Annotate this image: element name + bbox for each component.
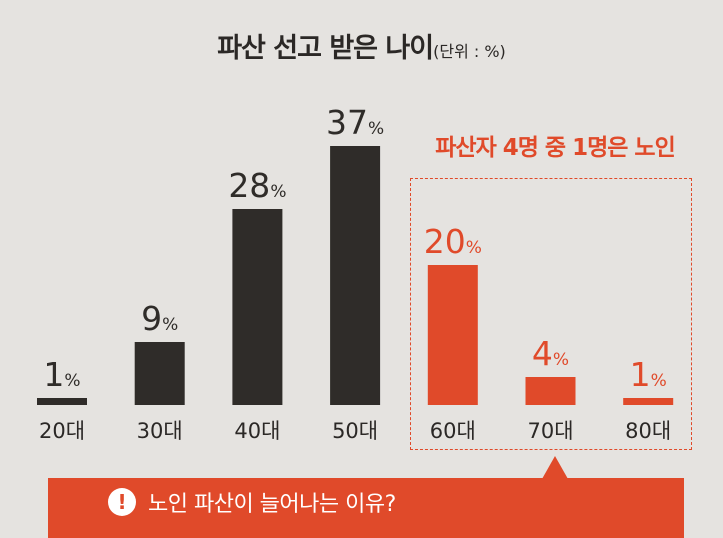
callout-pointer <box>542 456 568 479</box>
tick-label-60대: 60대 <box>430 419 476 443</box>
data-label-80대: 1% <box>630 355 667 394</box>
bar-70대 <box>525 377 576 405</box>
bar-40대 <box>232 209 283 405</box>
tick-label-70대: 70대 <box>527 419 573 443</box>
chart-title: 파산 선고 받은 나이(단위 : %) <box>0 26 723 65</box>
tick-label-20대: 20대 <box>39 419 85 443</box>
callout-banner: ! 노인 파산이 늘어나는 이유? <box>48 478 684 538</box>
callout-text: 노인 파산이 늘어나는 이유? <box>148 492 396 517</box>
highlight-label: 파산자 4명 중 1명은 노인 <box>435 135 675 161</box>
highlight-box <box>410 178 692 450</box>
tick-label-80대: 80대 <box>625 419 671 443</box>
bar-50대 <box>330 146 381 405</box>
data-label-40대: 28% <box>228 166 286 205</box>
tick-label-50대: 50대 <box>332 419 378 443</box>
unit-label: (단위 : %) <box>433 42 506 61</box>
bar-20대 <box>37 398 87 405</box>
data-label-50대: 37% <box>326 103 384 142</box>
bar-30대 <box>134 342 185 405</box>
tick-label-30대: 30대 <box>137 419 183 443</box>
title-text: 파산 선고 받은 나이 <box>217 33 434 64</box>
bar-60대 <box>427 265 478 405</box>
data-label-60대: 20% <box>424 222 482 261</box>
exclamation-icon: ! <box>108 488 136 516</box>
tick-label-40대: 40대 <box>234 419 280 443</box>
data-label-70대: 4% <box>532 334 569 373</box>
data-label-30대: 9% <box>141 299 178 338</box>
bar-80대 <box>623 398 674 405</box>
data-label-20대: 1% <box>43 355 80 394</box>
